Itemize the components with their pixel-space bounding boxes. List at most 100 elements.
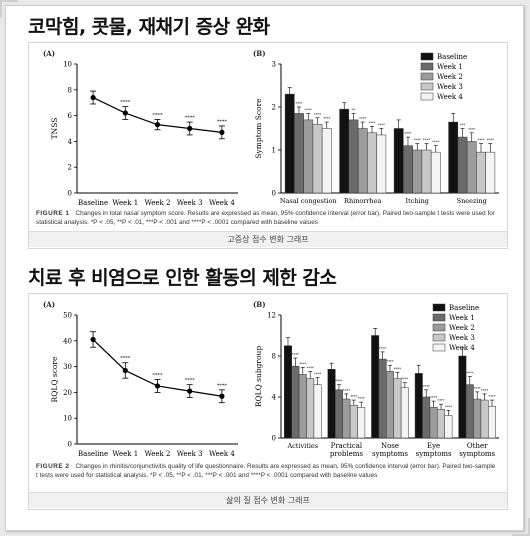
significance-label: **** xyxy=(432,141,439,145)
tnss-chart: 0 2 4 6 8 10 TNSS Baseline **** Week 1 **** Week 2 *… xyxy=(50,61,238,207)
data-point xyxy=(90,94,96,101)
y-tick-label: 0 xyxy=(272,435,276,443)
y-tick-label: 12 xyxy=(267,312,276,320)
significance-label: **** xyxy=(217,383,228,389)
significance-label: **** xyxy=(343,389,350,393)
bar xyxy=(480,399,489,439)
bar xyxy=(488,405,496,439)
x-tick-label: symptoms xyxy=(372,450,408,458)
rqlq-chart: 0 10 20 30 40 50 RQLQ score Baseline **** Week 1 *… xyxy=(50,312,238,458)
bar xyxy=(349,404,358,439)
data-point xyxy=(187,125,193,132)
y-tick-label: 1 xyxy=(272,147,276,155)
frame-corner xyxy=(0,0,18,18)
significance-label: **** xyxy=(323,117,330,121)
legend-swatch xyxy=(420,82,434,91)
bar xyxy=(393,378,402,439)
x-tick-label: Week 4 xyxy=(209,450,235,458)
legend-swatch xyxy=(432,303,446,312)
significance-label: *** xyxy=(460,124,466,128)
bar xyxy=(342,398,351,439)
significance-label: **** xyxy=(153,373,164,379)
significance-label: **** xyxy=(295,102,302,106)
bar xyxy=(357,407,366,439)
y-tick-label: 40 xyxy=(63,337,72,345)
legend-entry: Week 1 xyxy=(449,314,475,322)
y-tick-label: 0 xyxy=(68,441,72,449)
significance-label: **** xyxy=(359,117,366,121)
significance-label: **** xyxy=(401,378,408,382)
legend-entry: Week 4 xyxy=(437,93,463,101)
significance-label: **** xyxy=(335,380,342,384)
significance-label: **** xyxy=(292,353,299,357)
legend-swatch xyxy=(432,343,446,352)
significance-label: **** xyxy=(314,373,321,377)
y-tick-label: 50 xyxy=(63,312,72,320)
x-tick-label: Eye xyxy=(427,442,440,450)
x-tick-label: Week 2 xyxy=(145,450,171,458)
x-tick-label: Nasal congestion xyxy=(280,197,337,205)
bar xyxy=(327,369,336,439)
x-tick-label: Week 4 xyxy=(209,199,235,207)
y-tick-label: 4 xyxy=(68,138,73,146)
x-tick-label: Week 2 xyxy=(145,199,171,207)
significance-label: **** xyxy=(379,347,386,351)
x-tick-label: symptoms xyxy=(459,450,495,458)
bar xyxy=(429,407,438,439)
panel-b-label: (B) xyxy=(253,300,266,309)
y-tick-label: 3 xyxy=(272,61,276,69)
data-point xyxy=(90,336,96,343)
y-tick-label: 20 xyxy=(63,389,72,397)
bar xyxy=(437,409,445,439)
section2-heading: 치료 후 비염으로 인한 활동의 제한 감소 xyxy=(28,267,337,289)
y-tick-label: 30 xyxy=(63,363,72,371)
bar xyxy=(284,93,295,194)
bar xyxy=(303,119,314,194)
x-tick-label: Week 3 xyxy=(177,450,203,458)
x-tick-label: Week 1 xyxy=(112,450,138,458)
legend-swatch xyxy=(420,72,434,81)
x-tick-label: Itching xyxy=(406,197,429,205)
legend-swatch xyxy=(420,92,434,101)
caption-text: Changes in total nasal symptom score. Re… xyxy=(36,210,495,226)
legend-swatch xyxy=(420,62,434,71)
data-point xyxy=(219,129,225,135)
legend-entry: Baseline xyxy=(437,53,467,61)
significance-label: **** xyxy=(445,405,452,409)
significance-label: **** xyxy=(423,385,430,389)
bar xyxy=(291,366,300,439)
panel-a-label: (A) xyxy=(43,300,56,309)
bar xyxy=(400,387,409,439)
x-tick-label: Baseline xyxy=(78,199,108,207)
bar xyxy=(367,132,377,194)
significance-label: **** xyxy=(368,121,375,125)
significance-label: **** xyxy=(477,139,484,143)
x-tick-label: Nose xyxy=(381,442,399,450)
x-tick-label: Activities xyxy=(286,442,318,450)
significance-label: **** xyxy=(404,132,411,136)
significance-label: **** xyxy=(468,128,475,132)
figure1-subtitle: 고증상 점수 변화 그래프 xyxy=(29,231,507,247)
bar xyxy=(378,358,387,439)
y-tick-label: 0 xyxy=(272,190,276,198)
legend-entry: Baseline xyxy=(449,304,479,312)
legend-entry: Week 3 xyxy=(449,334,475,342)
significance-label: **** xyxy=(314,113,321,117)
legend-entry: Week 1 xyxy=(437,63,463,71)
y-tick-label: 8 xyxy=(272,353,276,361)
bar xyxy=(465,384,474,439)
section1-heading: 코막힘, 콧물, 재채기 증상 완화 xyxy=(28,16,270,38)
significance-label: **** xyxy=(466,372,473,376)
legend-entry: Week 2 xyxy=(449,324,475,332)
bar xyxy=(386,371,394,439)
x-tick-label: Rhinorrhea xyxy=(344,197,382,205)
bar xyxy=(444,415,453,439)
legend-entry: Week 2 xyxy=(437,73,463,81)
significance-label: **** xyxy=(185,378,196,384)
significance-label: **** xyxy=(430,396,437,400)
data-point xyxy=(122,367,128,374)
significance-label: **** xyxy=(474,387,481,391)
significance-label: **** xyxy=(307,366,314,370)
bar xyxy=(414,373,423,439)
